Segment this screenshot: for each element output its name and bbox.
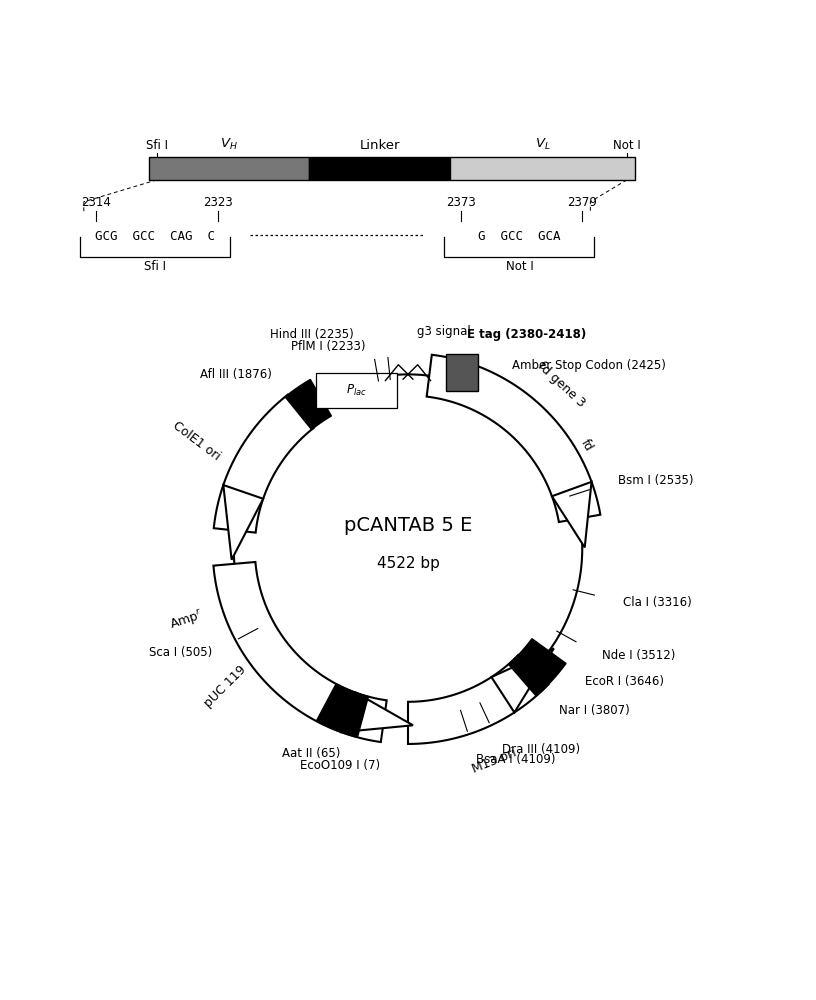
Text: $P_{lac}$: $P_{lac}$	[346, 383, 367, 398]
Polygon shape	[224, 485, 264, 560]
Polygon shape	[552, 482, 592, 547]
Polygon shape	[285, 379, 331, 430]
Text: Cla I (3316): Cla I (3316)	[623, 596, 691, 609]
Bar	[309, 157, 450, 180]
Bar	[149, 157, 309, 180]
Text: Amber Stop Codon (2425): Amber Stop Codon (2425)	[512, 359, 667, 372]
Text: Amp$^r$: Amp$^r$	[167, 607, 206, 634]
Text: Not I: Not I	[506, 260, 534, 273]
Polygon shape	[491, 648, 554, 712]
Text: pUC 119: pUC 119	[202, 663, 248, 710]
Polygon shape	[427, 355, 601, 522]
Text: pCANTAB 5 E: pCANTAB 5 E	[344, 516, 472, 535]
Text: PflM I (2233): PflM I (2233)	[291, 340, 366, 353]
Text: 2314: 2314	[81, 196, 111, 209]
Text: fd gene 3: fd gene 3	[534, 359, 588, 410]
Text: GCG  GCC  CAG  C: GCG GCC CAG C	[95, 230, 215, 243]
Text: Sca I (505): Sca I (505)	[149, 646, 213, 659]
Text: 2373: 2373	[446, 196, 476, 209]
Text: EcoO109 I (7): EcoO109 I (7)	[299, 759, 379, 772]
Text: Linker: Linker	[359, 139, 400, 152]
Text: ColE1 ori: ColE1 ori	[171, 419, 223, 463]
Text: g3 signal: g3 signal	[417, 325, 471, 338]
Text: Sfi I: Sfi I	[144, 260, 166, 273]
Text: Not I: Not I	[613, 139, 641, 152]
Text: $V_H$: $V_H$	[220, 137, 237, 152]
Text: Afl III (1876): Afl III (1876)	[200, 368, 272, 381]
Bar	[450, 157, 635, 180]
Bar	[446, 354, 478, 391]
Text: Nde I (3512): Nde I (3512)	[601, 649, 675, 662]
Polygon shape	[508, 639, 566, 696]
Text: E tag (2380-2418): E tag (2380-2418)	[467, 328, 587, 341]
Text: 4522 bp: 4522 bp	[376, 556, 440, 571]
Text: M13 ori: M13 ori	[470, 746, 518, 776]
FancyBboxPatch shape	[316, 373, 397, 408]
Polygon shape	[408, 655, 548, 744]
Text: G  GCC  GCA: G GCC GCA	[478, 230, 561, 243]
Polygon shape	[214, 562, 387, 742]
Text: $V_L$: $V_L$	[534, 137, 550, 152]
Text: Bsm I (2535): Bsm I (2535)	[619, 474, 694, 487]
Polygon shape	[317, 684, 368, 737]
Text: Hind III (2235): Hind III (2235)	[269, 328, 353, 341]
Text: Aat II (65): Aat II (65)	[282, 747, 340, 760]
Text: 2323: 2323	[202, 196, 233, 209]
Text: BsaA I (4109): BsaA I (4109)	[477, 753, 556, 766]
Text: fd: fd	[579, 437, 596, 454]
Polygon shape	[341, 693, 413, 732]
Text: EcoR I (3646): EcoR I (3646)	[585, 675, 663, 688]
Text: 2379: 2379	[567, 196, 597, 209]
Text: Dra III (4109): Dra III (4109)	[502, 743, 579, 756]
Polygon shape	[214, 395, 313, 533]
Text: Nar I (3807): Nar I (3807)	[559, 704, 630, 717]
Text: Sfi I: Sfi I	[146, 139, 168, 152]
